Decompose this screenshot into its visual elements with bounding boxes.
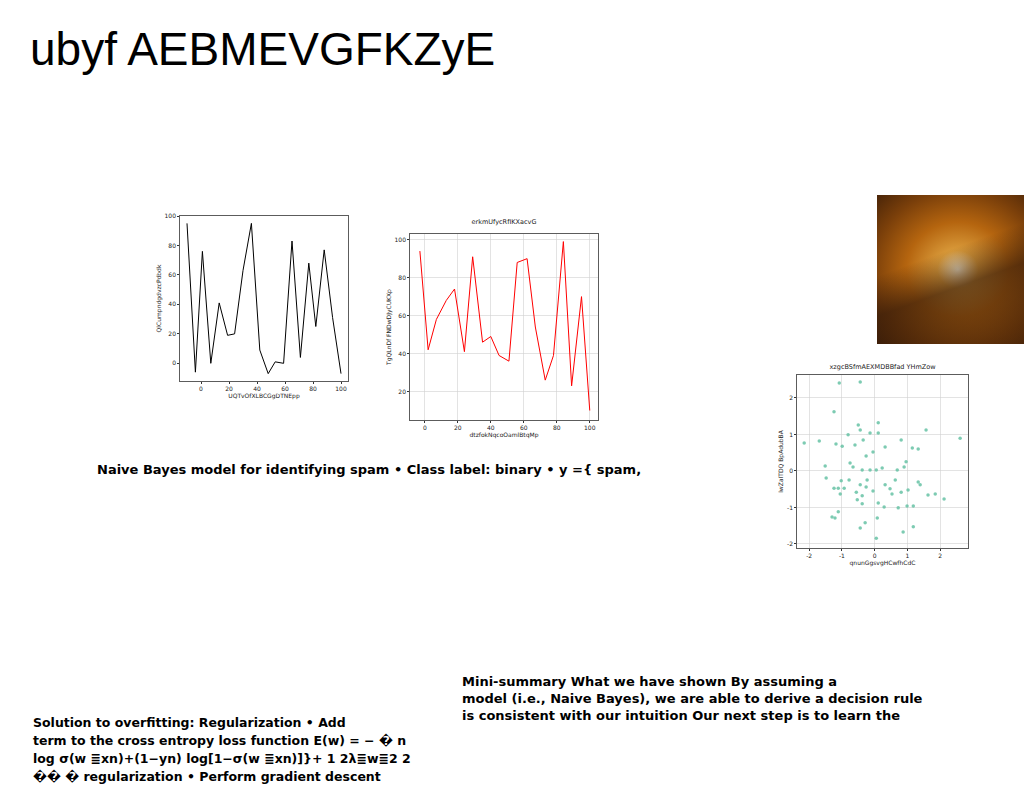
svg-text:60: 60 xyxy=(520,424,528,431)
svg-text:20: 20 xyxy=(454,424,462,431)
svg-text:80: 80 xyxy=(309,385,317,392)
html-text:Mini-summary What we have show: Mini-summary What we have shown By assum… xyxy=(462,674,838,689)
svg-text:40: 40 xyxy=(168,300,176,307)
html-text:model (i.e., Naive Bayes), we: model (i.e., Naive Bayes), we are able t… xyxy=(462,691,923,706)
svg-text:dtzfokNqcoOamlBtqMp: dtzfokNqcoOamlBtqMp xyxy=(469,431,538,439)
html-text:Solution to overfitting: Regul: Solution to overfitting: Regularization … xyxy=(33,715,346,730)
svg-text:60: 60 xyxy=(281,385,289,392)
svg-text:2: 2 xyxy=(789,394,793,401)
svg-text:100: 100 xyxy=(165,212,177,219)
html-text:is consistent with our intuiti: is consistent with our intuition Our nex… xyxy=(462,708,901,723)
html-text:log σ(w ≣xn)+(1−yn) log[1−σ(w: log σ(w ≣xn)+(1−yn) log[1−σ(w ≣xn)]}+ 1 … xyxy=(33,751,411,766)
svg-text:20: 20 xyxy=(225,385,233,392)
svg-text:-2: -2 xyxy=(806,552,812,559)
svg-text:xzgcBSfmAEXMDBBfad YHmZow: xzgcBSfmAEXMDBBfad YHmZow xyxy=(830,363,937,371)
svg-text:80: 80 xyxy=(398,274,406,281)
svg-text:erkmUfycRfIKXacvG: erkmUfycRfIKXacvG xyxy=(472,218,537,226)
svg-text:-1: -1 xyxy=(787,504,793,511)
svg-text:100: 100 xyxy=(395,236,407,243)
html-text:�� � regularization • Perform: �� � regularization • Perform gradient d… xyxy=(33,769,381,784)
svg-text:0: 0 xyxy=(789,467,793,474)
svg-text:0: 0 xyxy=(423,424,427,431)
html-text:Naive Bayes model for identify: Naive Bayes model for identifying spam •… xyxy=(97,462,642,477)
svg-text:-2: -2 xyxy=(787,540,793,547)
svg-text:20: 20 xyxy=(168,330,176,337)
html-text:ubyf AEBMEVGFKZyE: ubyf AEBMEVGFKZyE xyxy=(30,23,496,75)
svg-text:UQTvOfXLBCGgDTNEpp: UQTvOfXLBCGgDTNEpp xyxy=(228,392,300,400)
svg-text:40: 40 xyxy=(398,350,406,357)
svg-text:0: 0 xyxy=(199,385,203,392)
svg-text:20: 20 xyxy=(398,388,406,395)
svg-text:1: 1 xyxy=(789,431,793,438)
svg-text:QlCumpndgdvzcPdbdk: QlCumpndgdvzcPdbdk xyxy=(155,264,163,332)
svg-text:100: 100 xyxy=(335,385,347,392)
html-text:term to the cross entropy loss: term to the cross entropy loss function … xyxy=(33,733,407,748)
svg-text:60: 60 xyxy=(168,271,176,278)
svg-text:60: 60 xyxy=(398,312,406,319)
svg-text:TgQLnDf FNDwDJyCUKXp: TgQLnDf FNDwDJyCUKXp xyxy=(385,289,393,366)
svg-text:qnunGgsvgHCwfhCdC: qnunGgsvgHCwfhCdC xyxy=(850,559,916,567)
svg-text:-1: -1 xyxy=(839,552,845,559)
svg-text:40: 40 xyxy=(487,424,495,431)
svg-text:0: 0 xyxy=(172,359,176,366)
svg-text:2: 2 xyxy=(938,552,942,559)
svg-text:1: 1 xyxy=(905,552,909,559)
svg-text:80: 80 xyxy=(553,424,561,431)
svg-text:40: 40 xyxy=(253,385,261,392)
svg-text:80: 80 xyxy=(168,242,176,249)
svg-text:100: 100 xyxy=(584,424,596,431)
svg-text:0: 0 xyxy=(873,552,877,559)
svg-text:lwZaITDQ BpAdubBA: lwZaITDQ BpAdubBA xyxy=(777,429,785,493)
